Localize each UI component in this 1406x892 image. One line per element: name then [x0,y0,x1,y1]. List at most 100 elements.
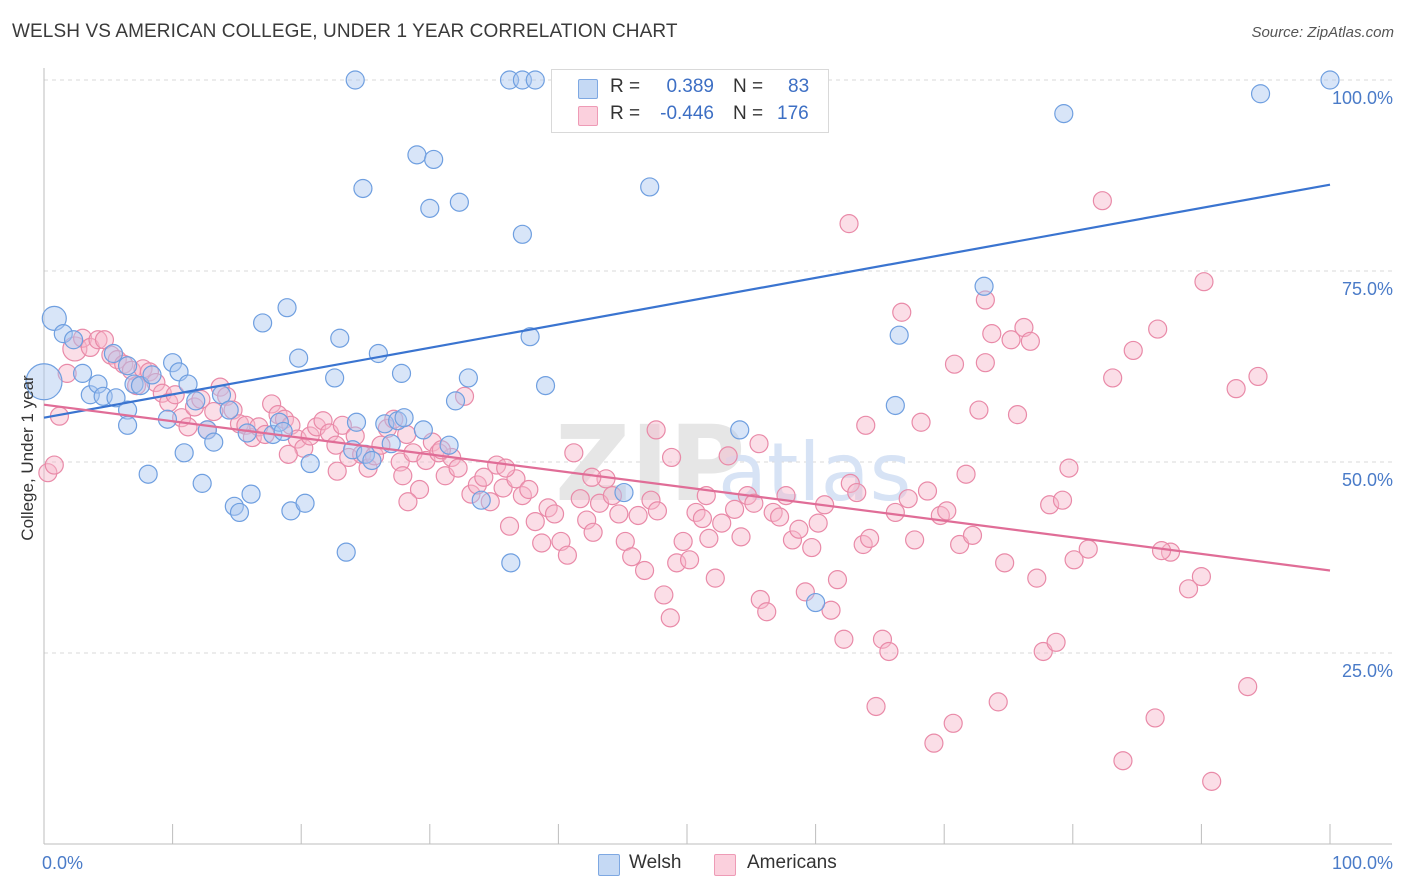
data-point [602,486,623,506]
data-point [1238,677,1258,697]
data-point [278,444,298,464]
series-swatch-welsh [598,854,620,876]
data-point [474,467,494,487]
data-point [1248,366,1268,387]
data-point [995,553,1015,573]
data-point [204,401,224,422]
data-point [1113,751,1133,771]
data-point [889,325,909,345]
data-point [583,522,603,542]
series-legend-welsh: Welsh [598,851,708,877]
data-point [117,415,138,435]
data-point [847,482,867,503]
data-point [943,713,963,733]
data-point [72,363,93,383]
chart-title: WELSH VS AMERICAN COLLEGE, UNDER 1 YEAR … [12,21,678,42]
data-point [237,423,257,443]
data-point [336,542,356,562]
data-point [439,435,459,455]
data-point [885,395,905,416]
data-point [289,348,309,368]
data-point [184,397,205,417]
trend-line-americans [43,403,1331,572]
data-point [467,475,487,495]
data-point [394,408,414,428]
data-point [1194,272,1214,292]
data-point [757,602,777,622]
data-point [178,417,198,437]
data-point [860,528,880,549]
x-tick-label: 100.0% [1332,853,1393,873]
data-point [866,696,886,717]
data-point [204,432,224,452]
data-point [57,363,77,383]
data-point [744,493,764,513]
data-point [805,592,826,613]
data-point [413,420,433,440]
data-point [982,324,1002,344]
data-point [937,501,957,521]
data-point [501,553,521,573]
data-point [424,149,444,170]
data-point [124,374,144,394]
data-point [557,545,578,565]
data-point [975,353,995,373]
series-swatch-americans [714,854,736,876]
data-point [330,328,350,348]
data-point [88,374,108,394]
legend-n-value: 83 [788,76,810,97]
y-tick-label: 100.0% [1332,88,1393,108]
data-point [106,388,126,408]
data-point [988,692,1008,712]
legend-swatch-welsh [578,79,598,99]
data-point [407,145,427,165]
data-point [445,391,466,411]
data-point [570,489,590,509]
data-point [975,290,995,310]
legend-n-label: N = [733,103,764,124]
data-point [224,496,244,516]
data-point [789,519,809,539]
data-point [519,479,539,500]
data-point [1145,708,1165,728]
data-point [178,374,198,394]
data-point [398,492,418,512]
series-americans [38,191,1268,791]
data-point [544,504,565,524]
legend-n-label: N = [733,76,764,97]
data-point [1148,319,1168,339]
data-point [1027,568,1047,588]
data-point [1226,379,1246,399]
data-point [924,733,944,753]
data-point [718,446,738,466]
grid-lines [44,79,1392,654]
data-point [393,466,413,486]
data-point [496,458,516,478]
data-point [614,482,634,503]
data-point [660,608,680,628]
data-point [879,641,899,662]
data-point [1046,632,1066,652]
data-point [295,493,315,513]
legend-row-welsh: R = 0.389 N = 83 [552,74,828,102]
data-point [103,343,124,364]
data-point [192,473,212,493]
source-label: Source: ZipAtlas.com [1251,24,1394,41]
data-point [699,528,719,549]
data-point [1007,405,1028,425]
data-point [44,455,64,475]
data-point [679,550,700,570]
data-point [313,411,333,431]
data-point [856,415,876,435]
data-point [730,420,750,440]
data-point [38,463,58,483]
correlation-legend: R = 0.389 N = 83 R = -0.446 N = 176 [551,69,829,133]
data-point [327,461,347,481]
data-point [25,363,63,401]
data-point [1059,458,1079,478]
data-point [429,443,449,463]
data-point [139,362,160,382]
data-point [362,450,382,471]
data-point [609,504,629,524]
